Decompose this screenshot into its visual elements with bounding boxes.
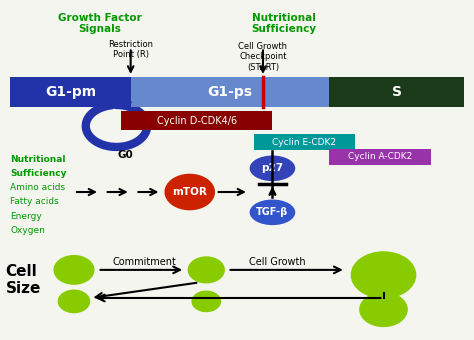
Text: p27: p27 <box>261 163 283 173</box>
Text: Amino acids: Amino acids <box>10 183 65 192</box>
Circle shape <box>54 256 94 284</box>
Text: mTOR: mTOR <box>173 187 207 197</box>
Text: Cell
Size: Cell Size <box>5 264 41 296</box>
Circle shape <box>192 291 220 311</box>
Text: Cyclin D-CDK4/6: Cyclin D-CDK4/6 <box>157 116 237 126</box>
Text: Nutritional
Sufficiency: Nutritional Sufficiency <box>252 13 317 34</box>
Circle shape <box>360 293 407 326</box>
Text: Commitment: Commitment <box>113 257 177 267</box>
FancyBboxPatch shape <box>329 149 431 165</box>
Text: Cell Growth: Cell Growth <box>249 257 305 267</box>
Text: G0: G0 <box>117 150 133 160</box>
FancyBboxPatch shape <box>131 77 329 107</box>
Circle shape <box>188 257 224 283</box>
Text: Sufficiency: Sufficiency <box>10 169 67 178</box>
Text: TGF-β: TGF-β <box>256 207 289 217</box>
Text: S: S <box>392 85 401 99</box>
FancyBboxPatch shape <box>10 77 131 107</box>
Text: Restriction
Point (R): Restriction Point (R) <box>108 40 153 59</box>
Text: Oxygen: Oxygen <box>10 226 45 235</box>
Text: Nutritional: Nutritional <box>10 155 65 164</box>
Text: Cell Growth
Checkpoint
(START): Cell Growth Checkpoint (START) <box>238 42 288 72</box>
Ellipse shape <box>250 155 295 181</box>
Text: Energy: Energy <box>10 211 42 221</box>
Circle shape <box>58 290 90 312</box>
Text: Growth Factor
Signals: Growth Factor Signals <box>58 13 142 34</box>
Circle shape <box>351 252 416 298</box>
Text: G1-ps: G1-ps <box>208 85 253 99</box>
FancyBboxPatch shape <box>329 77 464 107</box>
FancyBboxPatch shape <box>121 112 273 130</box>
Text: Fatty acids: Fatty acids <box>10 198 59 206</box>
Text: Cyclin E-CDK2: Cyclin E-CDK2 <box>273 138 337 147</box>
Ellipse shape <box>250 200 295 225</box>
FancyBboxPatch shape <box>254 134 355 150</box>
Text: Cyclin A-CDK2: Cyclin A-CDK2 <box>348 152 412 161</box>
Text: G1-pm: G1-pm <box>45 85 96 99</box>
Circle shape <box>165 174 214 210</box>
